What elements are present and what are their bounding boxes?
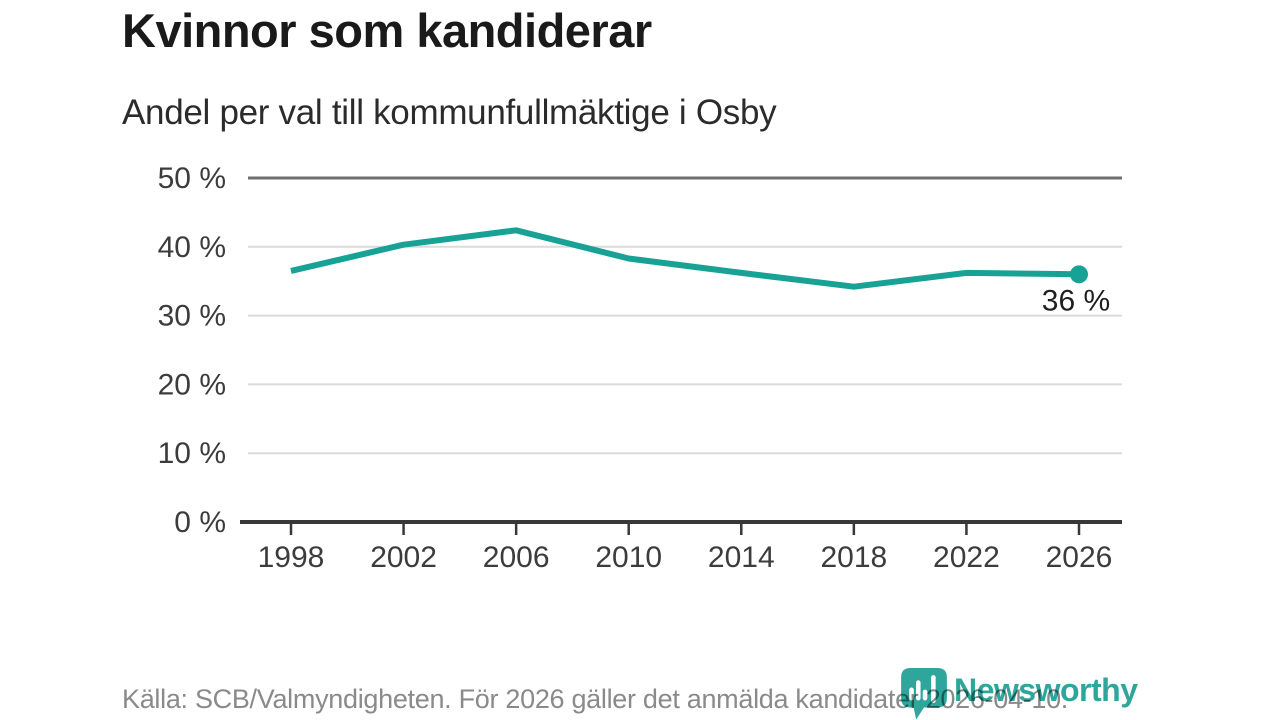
y-tick-label: 30 % <box>158 300 226 333</box>
page-title: Kvinnor som kandiderar <box>122 4 652 57</box>
newsworthy-pin-barchart-icon <box>901 668 947 720</box>
x-tick-label: 2026 <box>1046 541 1113 574</box>
x-tick-label: 2022 <box>933 541 1000 574</box>
x-tick-label: 2018 <box>820 541 887 574</box>
y-tick-label: 0 % <box>174 506 226 539</box>
x-tick-label: 1998 <box>258 541 325 574</box>
x-tick-label: 2010 <box>595 541 662 574</box>
y-tick-label: 10 % <box>158 437 226 470</box>
y-tick-label: 50 % <box>158 162 226 195</box>
newsworthy-logo-text: Newsworthy <box>954 672 1138 708</box>
data-line <box>290 227 1080 290</box>
end-point-dot <box>1070 265 1088 284</box>
x-tick-label: 2006 <box>483 541 550 574</box>
end-value-label: 36 % <box>1042 284 1110 317</box>
source-note: Källa: SCB/Valmyndigheten. För 2026 gäll… <box>122 684 1069 714</box>
y-tick-label: 40 % <box>158 231 226 264</box>
chart-subtitle: Andel per val till kommunfullmäktige i O… <box>122 93 777 132</box>
y-tick-label: 20 % <box>158 368 226 401</box>
newsworthy-logo: Newsworthy <box>901 668 1138 720</box>
x-tick-label: 2014 <box>708 541 775 574</box>
x-tick-label: 2002 <box>370 541 437 574</box>
